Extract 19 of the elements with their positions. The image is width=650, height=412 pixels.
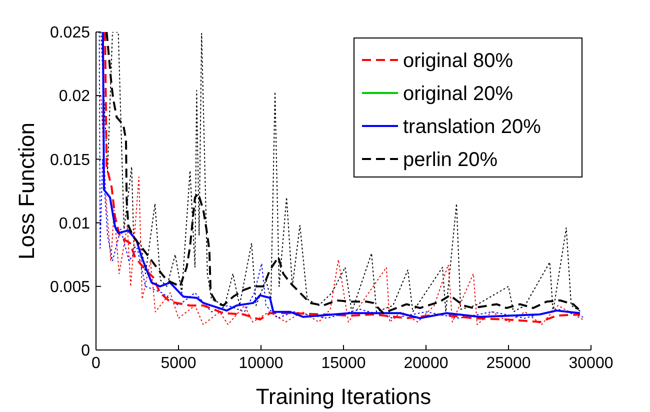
legend-label: translation 20% bbox=[403, 116, 542, 138]
legend-label: perlin 20% bbox=[403, 149, 498, 171]
legend-label: original 20% bbox=[403, 83, 514, 105]
y-tick-label: 0.005 bbox=[50, 279, 90, 296]
x-tick-label: 5000 bbox=[160, 355, 196, 372]
y-tick-label: 0.02 bbox=[58, 88, 90, 106]
x-tick-label: 30000 bbox=[568, 355, 614, 372]
y-axis-title: Loss Function bbox=[14, 122, 39, 260]
y-tick-label: 0.01 bbox=[58, 215, 90, 232]
y-tick-label: 0.025 bbox=[50, 24, 90, 42]
x-tick-label: 15000 bbox=[321, 355, 366, 372]
x-axis-title: Training Iterations bbox=[256, 384, 432, 409]
x-tick-label: 20000 bbox=[404, 355, 448, 372]
legend-label: original 80% bbox=[403, 50, 514, 72]
x-tick-label: 25000 bbox=[486, 355, 531, 372]
y-tick-label: 0.015 bbox=[50, 152, 90, 169]
x-tick-label: 0 bbox=[92, 355, 101, 372]
y-tick-label: 0 bbox=[81, 342, 90, 360]
x-tick-label: 10000 bbox=[238, 355, 284, 372]
